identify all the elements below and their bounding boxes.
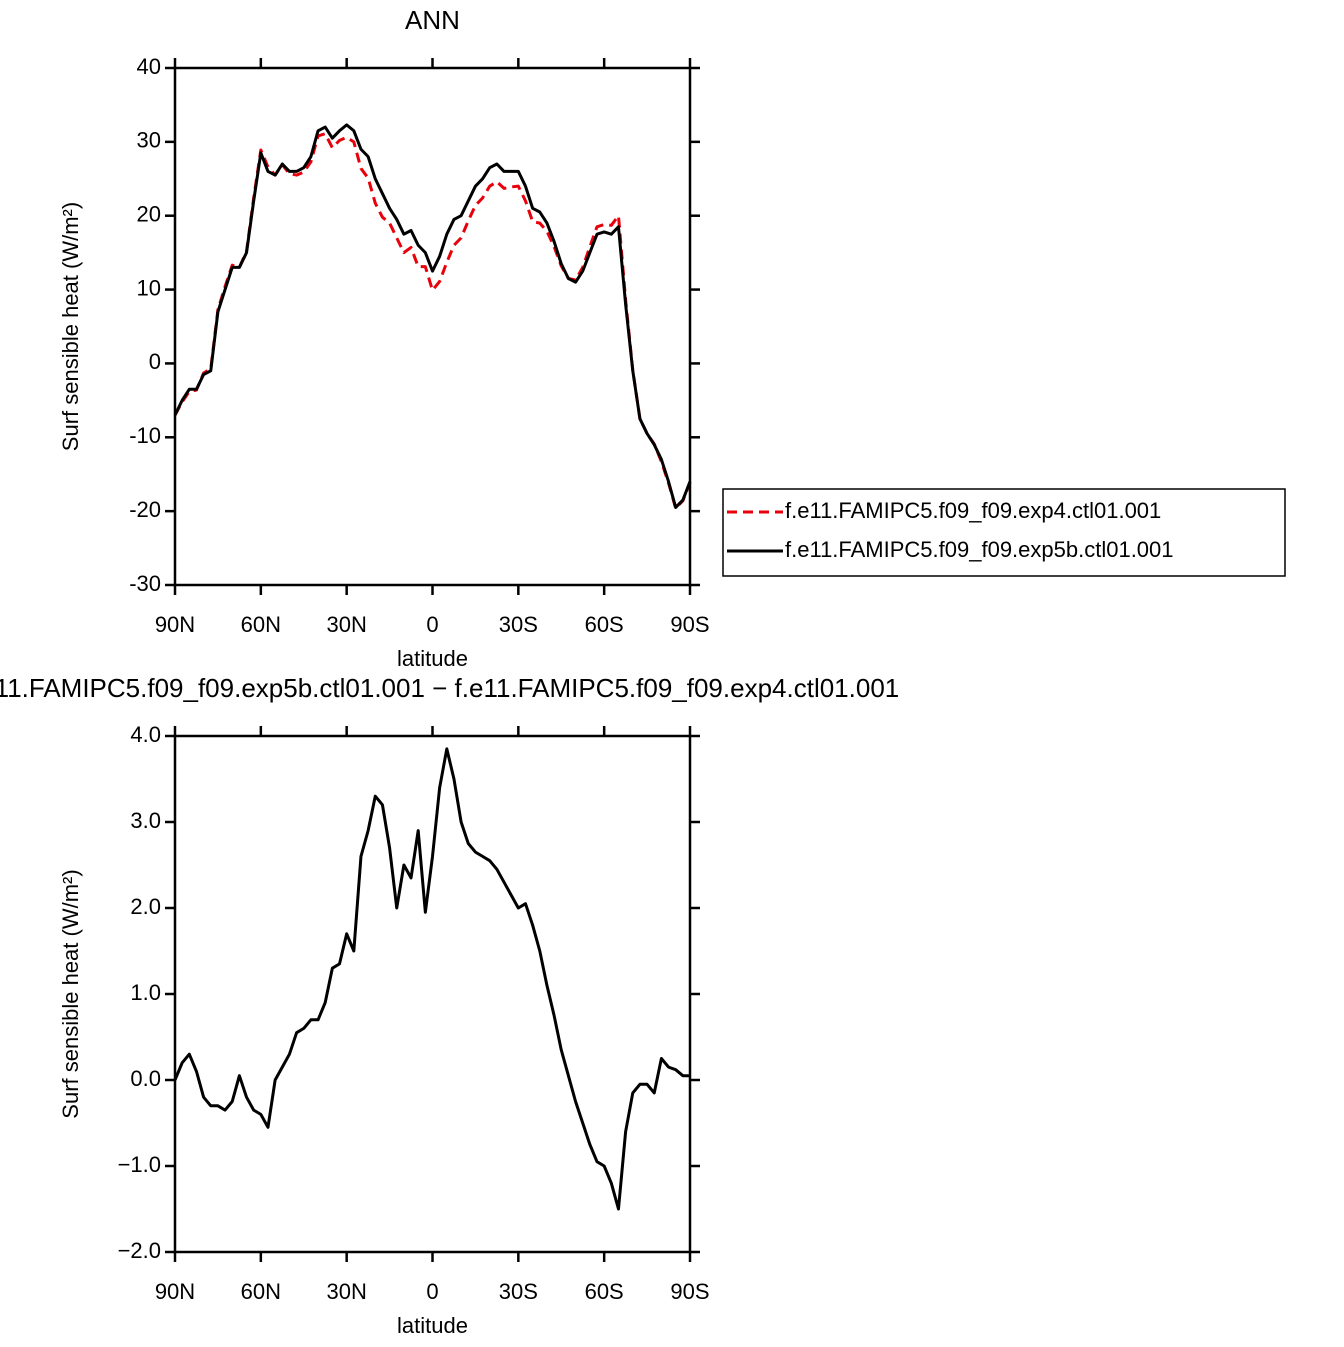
y-tick-label: 10 bbox=[137, 275, 161, 300]
x-tick-label: 60S bbox=[585, 612, 624, 637]
chart-title: ANN bbox=[405, 5, 460, 35]
legend-label: f.e11.FAMIPC5.f09_f09.exp4.ctl01.001 bbox=[785, 498, 1161, 523]
y-tick-label: -20 bbox=[129, 497, 161, 522]
x-tick-label: 90N bbox=[155, 612, 195, 637]
data-line bbox=[173, 132, 692, 510]
plot-frame bbox=[173, 734, 692, 1254]
x-tick-label: 90S bbox=[670, 612, 709, 637]
x-tick-label: 60S bbox=[585, 1279, 624, 1304]
legend-box bbox=[722, 488, 1286, 577]
x-tick-label: 90N bbox=[155, 1279, 195, 1304]
y-tick-label: 2.0 bbox=[130, 894, 161, 919]
y-tick-label: 0 bbox=[149, 349, 161, 374]
y-tick-label: -10 bbox=[129, 423, 161, 448]
y-tick-label: −1.0 bbox=[118, 1152, 161, 1177]
x-tick-label: 60N bbox=[241, 612, 281, 637]
x-tick-label: 30N bbox=[326, 612, 366, 637]
y-tick-label: 4.0 bbox=[130, 722, 161, 747]
y-tick-label: −2.0 bbox=[118, 1238, 161, 1263]
y-tick-label: 1.0 bbox=[130, 980, 161, 1005]
x-tick-label: 30S bbox=[499, 612, 538, 637]
x-tick-label: 30N bbox=[326, 1279, 366, 1304]
x-axis-label: latitude bbox=[397, 646, 468, 671]
data-line bbox=[173, 123, 692, 509]
data-line bbox=[173, 747, 690, 1211]
plot-frame bbox=[173, 66, 692, 587]
y-tick-label: 20 bbox=[137, 202, 161, 227]
x-tick-label: 0 bbox=[426, 1279, 438, 1304]
y-tick-label: -30 bbox=[129, 571, 161, 596]
y-axis-label: Surf sensible heat (W/m²) bbox=[58, 869, 83, 1118]
x-tick-label: 90S bbox=[670, 1279, 709, 1304]
y-tick-label: 0.0 bbox=[130, 1066, 161, 1091]
y-tick-label: 40 bbox=[137, 54, 161, 79]
x-tick-label: 0 bbox=[426, 612, 438, 637]
chart-title: f.e11.FAMIPC5.f09_f09.exp5b.ctl01.001 − … bbox=[0, 673, 899, 703]
y-tick-label: 30 bbox=[137, 128, 161, 153]
legend-label: f.e11.FAMIPC5.f09_f09.exp5b.ctl01.001 bbox=[785, 537, 1174, 562]
y-tick-label: 3.0 bbox=[130, 808, 161, 833]
y-axis-label: Surf sensible heat (W/m²) bbox=[58, 202, 83, 451]
x-tick-label: 30S bbox=[499, 1279, 538, 1304]
x-axis-label: latitude bbox=[397, 1313, 468, 1338]
x-tick-label: 60N bbox=[241, 1279, 281, 1304]
